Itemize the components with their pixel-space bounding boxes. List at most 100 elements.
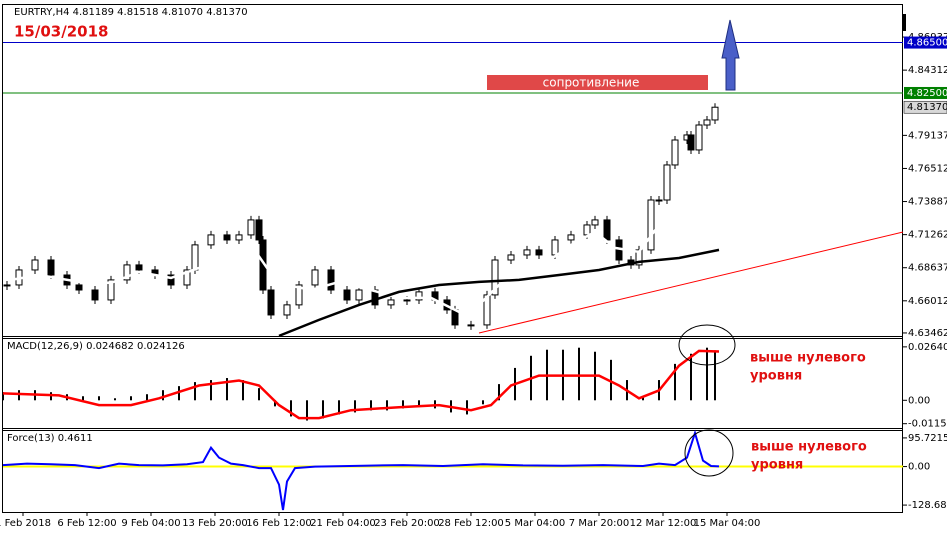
y-tick-label: 4.71262 <box>908 230 947 241</box>
y-tick-label: 4.76512 <box>908 163 947 174</box>
candle <box>387 299 395 306</box>
force-annotation: уровня <box>751 458 803 473</box>
candle <box>123 264 131 281</box>
candle <box>135 264 143 271</box>
candle <box>483 294 491 326</box>
y-tick-label: 0.026409 <box>908 342 947 353</box>
candle <box>535 249 543 256</box>
candle <box>603 219 611 241</box>
candle <box>687 134 695 151</box>
plot-layer: 4.63462 4.66012 4.68637 4.71262 4.73887 4.765… <box>0 32 947 529</box>
level-label: 4.86500 <box>907 38 947 49</box>
y-tick-label: 4.68637 <box>908 263 947 274</box>
macd-annotation: уровня <box>750 369 802 384</box>
resistance-box <box>487 75 708 90</box>
highlight-ellipse <box>684 429 734 477</box>
candle <box>403 299 411 302</box>
candle <box>591 219 599 226</box>
scroll-marker <box>903 14 906 31</box>
y-tick-label: 4.84312 <box>908 65 947 76</box>
x-tick-label: 16 Feb 12:00 <box>246 518 312 529</box>
x-tick-label: 28 Feb 12:00 <box>438 518 504 529</box>
candle <box>327 269 335 291</box>
candle <box>223 234 231 241</box>
candle <box>207 234 215 246</box>
trendline <box>478 231 904 334</box>
frame <box>2 4 903 513</box>
candle <box>91 289 99 301</box>
candle <box>507 254 515 261</box>
candle <box>567 234 575 241</box>
moving-average <box>10 149 720 314</box>
candle <box>295 284 303 306</box>
candle <box>191 244 199 271</box>
candle <box>255 219 263 241</box>
y-tick-label: 4.66012 <box>908 296 947 307</box>
last-price-box <box>903 100 947 114</box>
candle <box>183 269 191 286</box>
x-tick-label: 9 Feb 04:00 <box>121 518 180 529</box>
x-tick-label: 5 Mar 04:00 <box>505 518 565 529</box>
candle <box>523 249 531 256</box>
y-tick-label: 4.63462 <box>908 328 947 339</box>
macd-title: MACD(12,26,9) 0.024682 0.024126 <box>7 341 185 352</box>
candle <box>311 269 319 286</box>
candle <box>107 279 115 301</box>
y-tick-label: -0.011567 <box>908 419 947 430</box>
candle <box>283 304 291 316</box>
macd-annotation: выше нулевого <box>750 351 866 366</box>
moving-average <box>278 248 720 338</box>
y-tick-label: 95.7215 <box>908 433 947 444</box>
candle <box>355 289 363 301</box>
level-label-box <box>904 86 947 99</box>
candle <box>491 259 499 296</box>
candle <box>267 289 275 316</box>
candle <box>75 284 83 291</box>
y-tick-label: 0.00 <box>908 395 930 406</box>
candle <box>671 139 679 166</box>
candle <box>343 289 351 301</box>
candle <box>247 219 255 236</box>
candle <box>583 224 591 236</box>
y-tick-label: -128.6817 <box>908 500 947 511</box>
x-tick-label: 12 Mar 12:00 <box>630 518 697 529</box>
candle <box>47 259 55 276</box>
candle <box>703 119 711 126</box>
force-annotation: выше нулевого <box>751 440 867 455</box>
last-price-label: 4.81370 <box>907 102 947 113</box>
x-tick-label: 6 Feb 12:00 <box>57 518 116 529</box>
highlight-ellipse <box>678 324 736 366</box>
level-label-box <box>904 36 947 49</box>
candle <box>31 259 39 271</box>
x-tick-label: 7 Mar 20:00 <box>569 518 629 529</box>
x-tick-label: 21 Feb 04:00 <box>310 518 376 529</box>
candle <box>551 239 559 256</box>
x-tick-label: 13 Feb 20:00 <box>182 518 248 529</box>
candle <box>663 164 671 201</box>
candle <box>235 234 243 241</box>
signal-line <box>2 349 720 420</box>
candle <box>647 199 655 251</box>
candle <box>3 284 11 287</box>
x-tick-label: 23 Feb 20:00 <box>374 518 440 529</box>
chart-title: EURTRY,H4 4.81189 4.81518 4.81070 4.8137… <box>14 7 248 18</box>
candle <box>695 124 703 151</box>
candle <box>167 274 175 286</box>
force-line <box>2 429 720 511</box>
up-arrow <box>721 19 740 91</box>
candle <box>467 324 475 327</box>
resistance-label: сопротивление <box>543 76 640 90</box>
candle <box>655 199 663 202</box>
level-label: 4.82500 <box>907 88 947 99</box>
force-title: Force(13) 0.4611 <box>7 433 93 444</box>
y-tick-label: 4.73887 <box>908 197 947 208</box>
y-tick-label: 0.00 <box>908 462 930 473</box>
y-tick-label: 4.79137 <box>908 130 947 141</box>
x-tick-label: 1 Feb 2018 <box>0 518 51 529</box>
candle <box>711 106 719 121</box>
date-annotation: 15/03/2018 <box>14 23 108 41</box>
candle <box>415 291 423 301</box>
x-tick-label: 15 Mar 04:00 <box>694 518 761 529</box>
